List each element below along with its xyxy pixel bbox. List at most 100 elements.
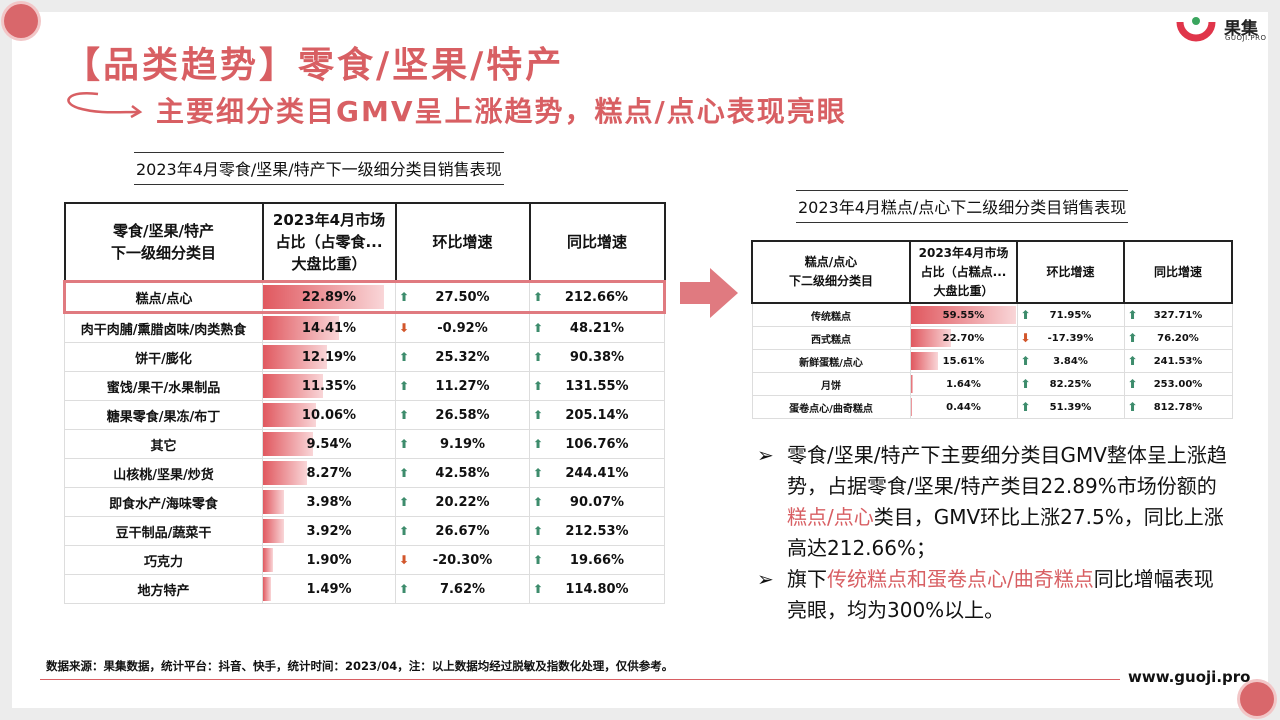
- category-cell: 豆干制品/蔬菜干: [64, 516, 263, 546]
- up-arrow-icon: ⬆: [1127, 377, 1138, 391]
- category-cell: 传统糕点: [751, 303, 911, 327]
- yoy-growth-value: 106.76%: [565, 436, 629, 452]
- mom-growth-cell: ⬆ 25.32%: [395, 342, 530, 372]
- mom-growth-cell: ⬆ 11.27%: [395, 371, 530, 401]
- mom-growth-value: 26.67%: [435, 523, 490, 539]
- column-header: 同比增速: [528, 202, 666, 283]
- bullet-item: ➢ 零食/坚果/特产下主要细分类目GMV整体呈上涨趋势，占据零食/坚果/特产类目2…: [757, 440, 1227, 564]
- mom-growth-value: 42.58%: [435, 465, 490, 481]
- logo-icon: [1176, 17, 1216, 42]
- mom-growth-cell: ⬆ 3.84%: [1016, 349, 1125, 373]
- bullet-text: 类目，GMV环比上涨27.5%，同比上涨高达212.66%；: [787, 505, 1224, 560]
- column-header: 环比增速: [394, 202, 531, 283]
- yoy-growth-cell: ⬆ 327.71%: [1123, 303, 1233, 327]
- share-value: 1.49%: [306, 581, 352, 597]
- logo-name: 果集: [1224, 19, 1258, 39]
- mom-growth-cell: ⬆ 71.95%: [1016, 303, 1125, 327]
- up-arrow-icon: ⬆: [399, 379, 410, 393]
- mom-growth-cell: ⬇ -0.92%: [395, 312, 530, 343]
- share-bar: [263, 577, 271, 601]
- share-value: 14.41%: [301, 320, 357, 336]
- data-source-note: 数据来源：果集数据，统计平台：抖音、快手，统计时间：2023/04，注：以上数据…: [46, 659, 674, 673]
- category-cell: 肉干肉脯/熏腊卤味/肉类熟食: [64, 312, 263, 343]
- up-arrow-icon: ⬆: [1020, 354, 1031, 368]
- share-cell: 15.61%: [909, 349, 1018, 373]
- mom-growth-value: 20.22%: [435, 494, 490, 510]
- share-bar: [263, 519, 284, 543]
- share-cell: 9.54%: [262, 429, 396, 459]
- sub-table-caption: 2023年4月糕点/点心下二级细分类目销售表现: [796, 190, 1129, 223]
- mom-growth-value: 26.58%: [435, 407, 490, 423]
- share-value: 12.19%: [301, 349, 357, 365]
- up-arrow-icon: ⬆: [1127, 400, 1138, 414]
- column-header: 零食/坚果/特产 下一级细分类目: [63, 202, 264, 283]
- bullet-text: 零食/坚果/特产下主要细分类目GMV整体呈上涨趋势，占据零食/坚果/特产类目22…: [787, 443, 1227, 498]
- share-value: 1.64%: [946, 378, 981, 390]
- bullet-text: 旗下: [787, 567, 827, 591]
- category-cell: 西式糕点: [751, 326, 911, 350]
- main-table-caption: 2023年4月零食/坚果/特产下一级细分类目销售表现: [134, 152, 504, 185]
- category-cell: 即食水产/海味零食: [64, 487, 263, 517]
- yoy-growth-cell: ⬆ 212.53%: [529, 516, 665, 546]
- share-bar: [910, 329, 951, 347]
- mom-growth-value: -17.39%: [1047, 332, 1094, 344]
- share-value: 1.90%: [306, 552, 352, 568]
- table-row: 西式糕点 22.70% ⬇ -17.39% ⬆ 76.20%: [751, 326, 1233, 350]
- website-label: www.guoji.pro: [1128, 668, 1251, 686]
- up-arrow-icon: ⬆: [533, 290, 544, 304]
- share-value: 3.98%: [306, 494, 352, 510]
- table-row: 月饼 1.64% ⬆ 82.25% ⬆ 253.00%: [751, 372, 1233, 396]
- up-arrow-icon: ⬆: [1127, 331, 1138, 345]
- up-arrow-icon: ⬆: [533, 466, 544, 480]
- table-row: 传统糕点 59.55% ⬆ 71.95% ⬆ 327.71%: [751, 303, 1233, 327]
- share-bar: [263, 374, 323, 398]
- up-arrow-icon: ⬆: [533, 350, 544, 364]
- up-arrow-icon: ⬆: [1020, 400, 1031, 414]
- share-bar: [910, 306, 1016, 324]
- table-row: 肉干肉脯/熏腊卤味/肉类熟食 14.41% ⬇ -0.92% ⬆ 48.21%: [64, 312, 665, 343]
- mom-growth-value: 7.62%: [439, 581, 486, 597]
- category-cell: 糕点/点心: [63, 280, 263, 314]
- yoy-growth-value: 253.00%: [1153, 378, 1203, 390]
- mom-growth-cell: ⬆ 20.22%: [395, 487, 530, 517]
- right-arrow-icon: [680, 268, 738, 318]
- up-arrow-icon: ⬆: [399, 495, 410, 509]
- share-bar: [263, 285, 384, 309]
- share-bar: [263, 461, 307, 485]
- share-bar: [910, 375, 914, 393]
- mom-growth-value: 51.39%: [1049, 401, 1092, 413]
- share-value: 10.06%: [301, 407, 357, 423]
- share-value: 59.55%: [942, 309, 985, 321]
- share-cell: 3.98%: [262, 487, 396, 517]
- up-arrow-icon: ⬆: [399, 582, 410, 596]
- mom-growth-cell: ⬆ 7.62%: [395, 574, 530, 604]
- category-cell: 蛋卷点心/曲奇糕点: [751, 395, 911, 419]
- share-cell: 59.55%: [909, 303, 1018, 327]
- mom-growth-value: 3.84%: [1053, 355, 1088, 367]
- up-arrow-icon: ⬆: [399, 437, 410, 451]
- bullet-item: ➢ 旗下传统糕点和蛋卷点心/曲奇糕点同比增幅表现亮眼，均为300%以上。: [757, 564, 1227, 626]
- highlight-text: 糕点/点心: [787, 505, 874, 529]
- mom-growth-value: 82.25%: [1049, 378, 1092, 390]
- mom-growth-value: 9.19%: [439, 436, 486, 452]
- table-row: 即食水产/海味零食 3.98% ⬆ 20.22% ⬆ 90.07%: [64, 487, 665, 517]
- category-cell: 新鲜蛋糕/点心: [751, 349, 911, 373]
- share-cell: 10.06%: [262, 400, 396, 430]
- up-arrow-icon: ⬆: [399, 524, 410, 538]
- table-row: 蛋卷点心/曲奇糕点 0.44% ⬆ 51.39% ⬆ 812.78%: [751, 395, 1233, 419]
- share-cell: 22.89%: [262, 280, 396, 314]
- yoy-growth-value: 90.38%: [569, 349, 625, 365]
- yoy-growth-cell: ⬆ 106.76%: [529, 429, 665, 459]
- table-row: 糖果零食/果冻/布丁 10.06% ⬆ 26.58% ⬆ 205.14%: [64, 400, 665, 430]
- category-cell: 巧克力: [64, 545, 263, 575]
- up-arrow-icon: ⬆: [1127, 308, 1138, 322]
- yoy-growth-value: 131.55%: [565, 378, 629, 394]
- share-cell: 1.49%: [262, 574, 396, 604]
- table-row: 巧克力 1.90% ⬇ -20.30% ⬆ 19.66%: [64, 545, 665, 575]
- up-arrow-icon: ⬆: [533, 495, 544, 509]
- mom-growth-cell: ⬇ -20.30%: [395, 545, 530, 575]
- column-header: 糕点/点心 下二级细分类目: [751, 240, 911, 304]
- share-value: 3.92%: [306, 523, 352, 539]
- table-row: 新鲜蛋糕/点心 15.61% ⬆ 3.84% ⬆ 241.53%: [751, 349, 1233, 373]
- up-arrow-icon: ⬆: [399, 290, 410, 304]
